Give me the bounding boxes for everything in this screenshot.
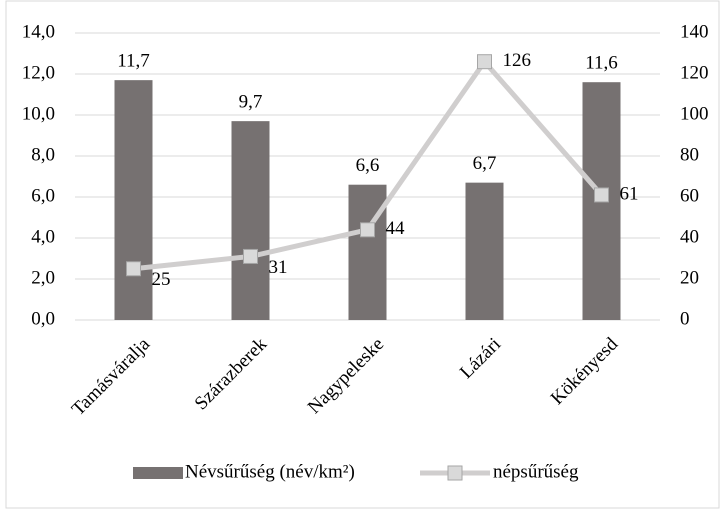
bar [465, 182, 504, 320]
y2-tick-label: 40 [680, 226, 699, 247]
y-tick-label: 8,0 [31, 144, 55, 165]
bar-value-label: 9,7 [239, 92, 263, 113]
line-marker [594, 187, 609, 203]
bar [114, 80, 153, 321]
bar-value-label: 6,7 [473, 153, 497, 174]
y-tick-label: 6,0 [31, 185, 55, 206]
line-value-label: 44 [386, 218, 406, 239]
line-value-label: 31 [269, 257, 288, 278]
legend-label: népsűrűség [493, 461, 579, 482]
bar-value-label: 11,6 [585, 53, 618, 74]
y2-tick-label: 60 [680, 185, 699, 206]
y2-tick-label: 100 [680, 103, 709, 124]
bar [231, 121, 270, 321]
y-tick-label: 2,0 [31, 267, 55, 288]
y-tick-label: 4,0 [31, 226, 55, 247]
line-value-label: 61 [620, 183, 639, 204]
legend-swatch [133, 467, 183, 479]
y2-tick-label: 140 [680, 21, 709, 42]
y2-tick-label: 0 [680, 308, 690, 329]
line-marker [126, 261, 141, 277]
y-tick-label: 12,0 [22, 62, 55, 83]
line-marker [477, 54, 492, 70]
y-tick-label: 0,0 [31, 308, 55, 329]
bar-value-label: 11,7 [117, 51, 150, 72]
y-tick-label: 14,0 [22, 21, 55, 42]
bar-value-label: 6,6 [356, 155, 380, 176]
legend-marker [447, 465, 463, 481]
y2-tick-label: 120 [680, 62, 709, 83]
line-value-label: 126 [503, 50, 532, 71]
y-tick-label: 10,0 [22, 103, 55, 124]
line-marker [243, 248, 258, 264]
legend-label: Névsűrűség (név/km²) [185, 461, 355, 482]
y2-tick-label: 20 [680, 267, 699, 288]
line-marker [360, 222, 375, 238]
y2-tick-label: 80 [680, 144, 699, 165]
line-value-label: 25 [152, 269, 171, 290]
bar [348, 184, 387, 320]
